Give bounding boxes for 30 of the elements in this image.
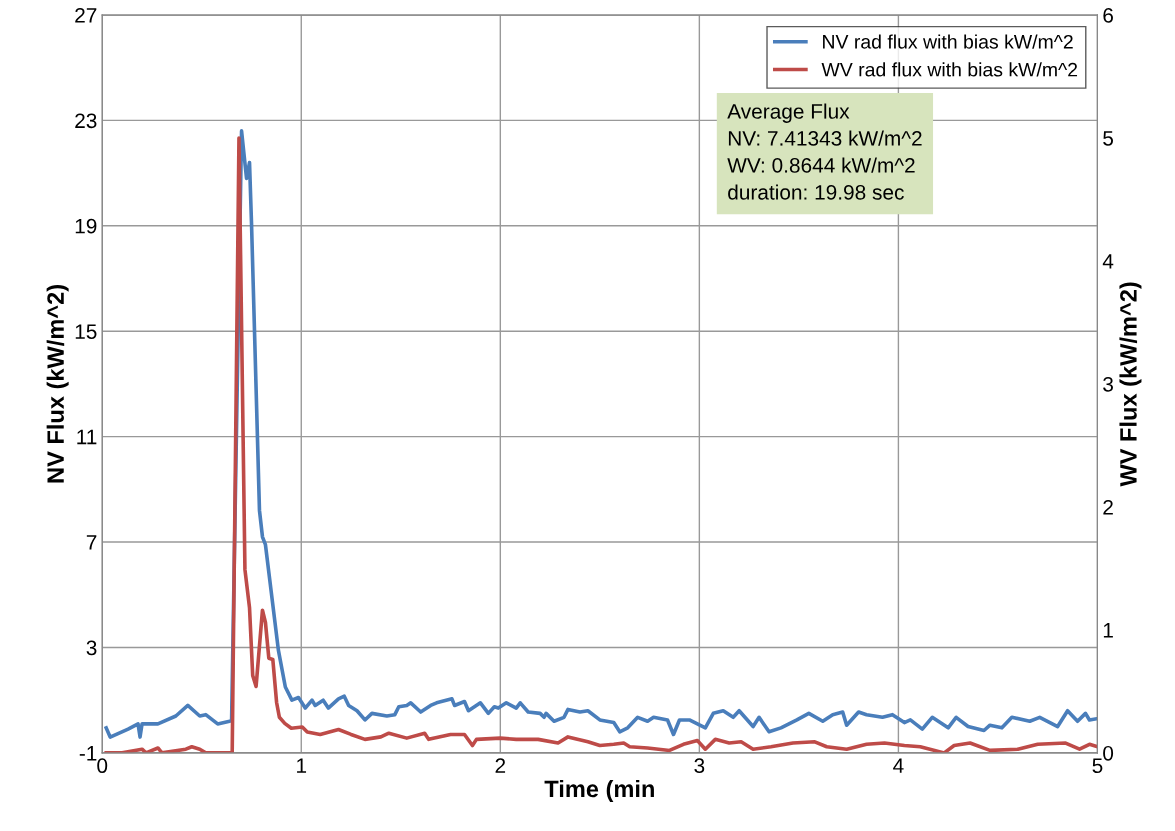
y-tick-label: 3 <box>86 640 97 656</box>
y-axis-title: NV Flux (kW/m^2) <box>46 285 69 483</box>
y-tick-label: 23 <box>75 113 97 129</box>
annotation: Average Flux <box>727 103 850 123</box>
y-tick-label: -1 <box>79 746 97 761</box>
y2-tick-label: 2 <box>1103 499 1113 515</box>
y2-tick-label: 5 <box>1103 131 1114 146</box>
x-axis-title: Time (min <box>544 779 654 802</box>
x-tick-label: 3 <box>694 758 705 774</box>
y2-tick-label: 4 <box>1102 254 1114 269</box>
legend-label: NV rad flux with bias kW/m^2 <box>823 34 1073 49</box>
y-tick-label: 27 <box>75 7 97 23</box>
y2-tick-label: 3 <box>1103 376 1113 392</box>
x-tick-label: 4 <box>893 758 904 773</box>
y-tick-label: 11 <box>77 429 97 445</box>
y-tick-label: 15 <box>75 324 97 339</box>
y2-tick-label: 1 <box>1103 623 1113 638</box>
annotation: duration: 19.98 sec <box>728 184 904 200</box>
x-tick-label: 2 <box>495 758 506 773</box>
legend-label: WV rad flux with bias kW/m^2 <box>821 62 1078 77</box>
y2-axis-title: WV Flux (kW/m^2) <box>1119 282 1142 487</box>
annotation: NV: 7.41343 kW/m^2 <box>728 130 922 146</box>
y2-tick-label: 0 <box>1103 745 1114 761</box>
y2-tick-label: 6 <box>1103 7 1113 23</box>
y-tick-label: 19 <box>75 218 97 234</box>
annotation: WV: 0.8644 kW/m^2 <box>727 157 915 173</box>
y-tick-label: 7 <box>86 535 97 550</box>
x-tick-label: 0 <box>97 758 108 774</box>
x-tick-label: 5 <box>1092 758 1103 774</box>
x-tick-label: 1 <box>297 758 307 773</box>
